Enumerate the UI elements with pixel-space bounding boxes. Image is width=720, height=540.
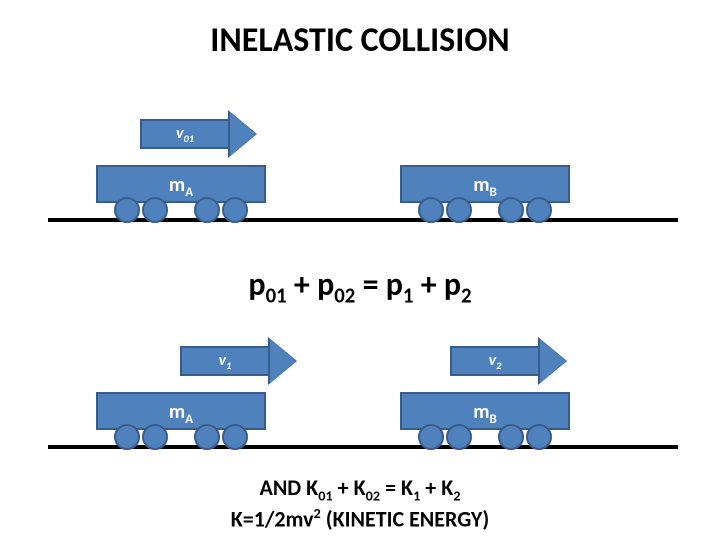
arrow-label: v2 <box>450 351 540 372</box>
arrow-label: v01 <box>140 124 230 145</box>
diagram-canvas: INELASTIC COLLISION mA mB mA mB v01 v1 v… <box>0 0 720 540</box>
arrow-head-icon <box>230 112 256 156</box>
cart-wheel <box>194 197 220 223</box>
cart-wheel <box>526 424 552 450</box>
cart-wheel <box>222 197 248 223</box>
velocity-arrow-v2: v2 <box>450 339 566 383</box>
velocity-arrow-v01: v01 <box>140 112 256 156</box>
cart-wheel <box>142 424 168 450</box>
arrow-head-icon <box>270 339 296 383</box>
cart-wheel <box>114 197 140 223</box>
cart-wheel <box>446 424 472 450</box>
cart-wheel <box>222 424 248 450</box>
arrow-label: v1 <box>180 351 270 372</box>
cart-b-after: mB <box>400 392 570 450</box>
kinetic-energy-footer: AND K01 + K02 = K1 + K2K=1/2mv2 (KINETIC… <box>0 475 720 532</box>
cart-wheel <box>498 424 524 450</box>
cart-wheel <box>526 197 552 223</box>
cart-label: mB <box>400 400 570 427</box>
cart-label: mA <box>96 173 266 200</box>
cart-wheel <box>142 197 168 223</box>
cart-wheel <box>446 197 472 223</box>
cart-wheel <box>194 424 220 450</box>
cart-a-before: mA <box>96 165 266 223</box>
cart-wheel <box>114 424 140 450</box>
momentum-equation: p01 + p02 = p1 + p2 <box>0 265 720 308</box>
cart-a-after: mA <box>96 392 266 450</box>
cart-wheel <box>418 424 444 450</box>
cart-label: mB <box>400 173 570 200</box>
velocity-arrow-v1: v1 <box>180 339 296 383</box>
cart-label: mA <box>96 400 266 427</box>
cart-wheel <box>418 197 444 223</box>
cart-wheel <box>498 197 524 223</box>
page-title: INELASTIC COLLISION <box>0 20 720 61</box>
arrow-head-icon <box>540 339 566 383</box>
cart-b-before: mB <box>400 165 570 223</box>
